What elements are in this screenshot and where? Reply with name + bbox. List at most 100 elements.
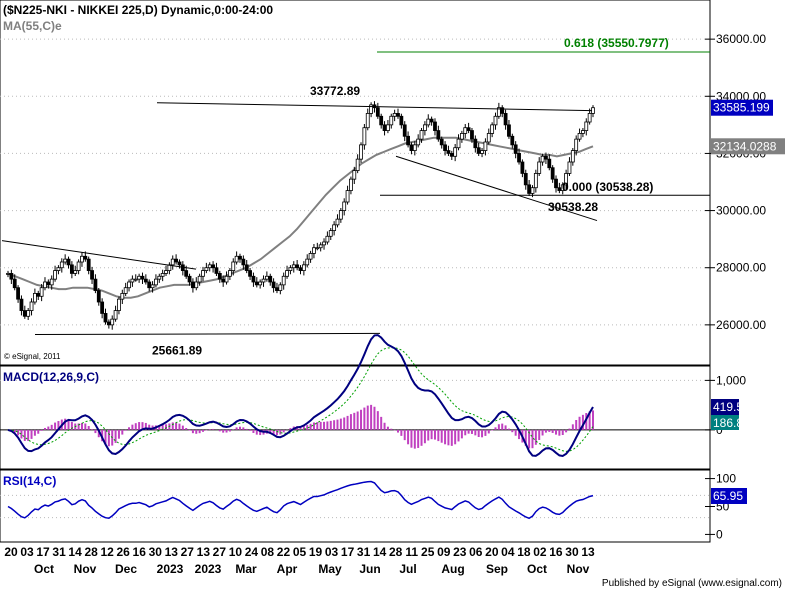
x-day-label: 24 [245,545,259,559]
price-candle-body [39,287,44,297]
price-candle-body [238,255,242,260]
price-candle-body [241,258,246,266]
channel-line [395,155,598,222]
price-candle-body [157,275,162,280]
price-candle-body [217,273,222,280]
price-candle-body [312,247,316,254]
price-candle-body [574,138,579,151]
price-candle-body [459,133,464,140]
price-candle-body [224,275,229,283]
macd-signal-tag [711,415,739,430]
x-day-label: 31 [357,545,371,559]
price-candle-body [396,113,400,117]
price-candle-body [251,275,256,283]
ma-label: MA(55,C)e [3,19,62,33]
price-candle-body [120,293,125,300]
x-day-label: 03 [325,545,339,559]
price-candle-body [184,270,189,277]
price-candle-body [325,235,330,243]
x-day-label: 22 [277,545,291,559]
x-day-label: 13 [165,545,179,559]
x-day-label: 27 [213,545,227,559]
price-candle-body [386,124,390,131]
price-candle-body [211,264,215,269]
price-candle-body [93,278,98,291]
price-candle-body [301,264,306,271]
price-candle-body [137,275,142,280]
resistance-line [156,102,593,112]
price-candle-body [554,178,558,189]
price-candle-body [389,115,394,126]
price-candle-body [127,281,131,289]
x-day-label: 13 [197,545,211,559]
price-candle-body [22,310,27,317]
x-month-label: Oct [34,562,54,576]
x-day-label: 28 [84,545,98,559]
price-candle-body [59,261,64,269]
low-label: 25661.89 [152,344,202,358]
x-day-label: 09 [437,545,451,559]
price-candle-body [177,261,182,266]
x-month-label: Mar [235,562,257,576]
x-day-label: 14 [373,545,387,559]
x-axis: 20 03 17 31 14 28 12 26 16 30 13 27 13 27 10 24 08 22 05 19… [4,545,595,576]
price-candle-body [449,153,454,157]
price-candle-body [466,127,471,131]
price-candle-body [191,281,195,289]
support-line [34,332,381,336]
price-candle-body [66,258,71,266]
price-candle-body [318,244,323,249]
x-month-label: Nov [567,562,590,576]
x-day-label: 02 [533,545,547,559]
price-candle-body [544,155,548,160]
price-candle-body [63,258,68,263]
price-candle-body [517,153,521,163]
price-candle-body [9,273,14,280]
price-candle-body [352,170,357,180]
x-month-label: Dec [115,562,137,576]
price-candle-body [204,267,209,271]
price-candle-body [36,293,41,297]
price-candle-body [483,141,488,151]
macd-line [7,334,594,458]
x-day-label: 05 [293,545,307,559]
price-candle-body [160,273,165,277]
x-day-label: 27 [181,545,195,559]
price-candle-body [113,310,118,320]
x-month-label: Oct [527,562,547,576]
price-candle-body [69,264,74,274]
price-candle-body [106,321,111,326]
macd-tick-label: 1,000 [716,373,746,387]
x-day-label: 04 [501,545,515,559]
macd-signal-value: 186.84 [713,416,750,430]
price-candle-body [480,150,484,154]
x-day-label: 19 [309,545,323,559]
price-candle-body [278,284,283,291]
price-candle-body [86,258,91,271]
price-candle-body [147,281,152,289]
price-candle-body [164,270,168,274]
price-candle-body [100,301,105,314]
x-day-label: 17 [341,545,355,559]
price-candle-body [53,270,57,280]
price-candle-body [295,264,300,269]
price-candle-body [557,187,562,191]
price-candle-body [187,275,192,283]
rsi-line [7,480,594,520]
price-candle-body [560,184,565,191]
price-candle-body [338,210,343,220]
x-day-label: 20 [4,545,18,559]
price-candle-body [117,298,121,311]
price-candle-body [342,201,347,211]
price-candle-body [486,133,491,143]
x-month-label: Nov [74,562,97,576]
fib-zero-label: 0.000 (30538.28) [562,180,653,194]
price-candle-body [298,267,303,271]
x-day-label: 17 [36,545,50,559]
price-candle-body [567,161,572,174]
price-candle-body [197,275,202,283]
price-candle-body [453,147,458,157]
falling-trendline [1,240,197,270]
price-candle-body [19,298,24,311]
